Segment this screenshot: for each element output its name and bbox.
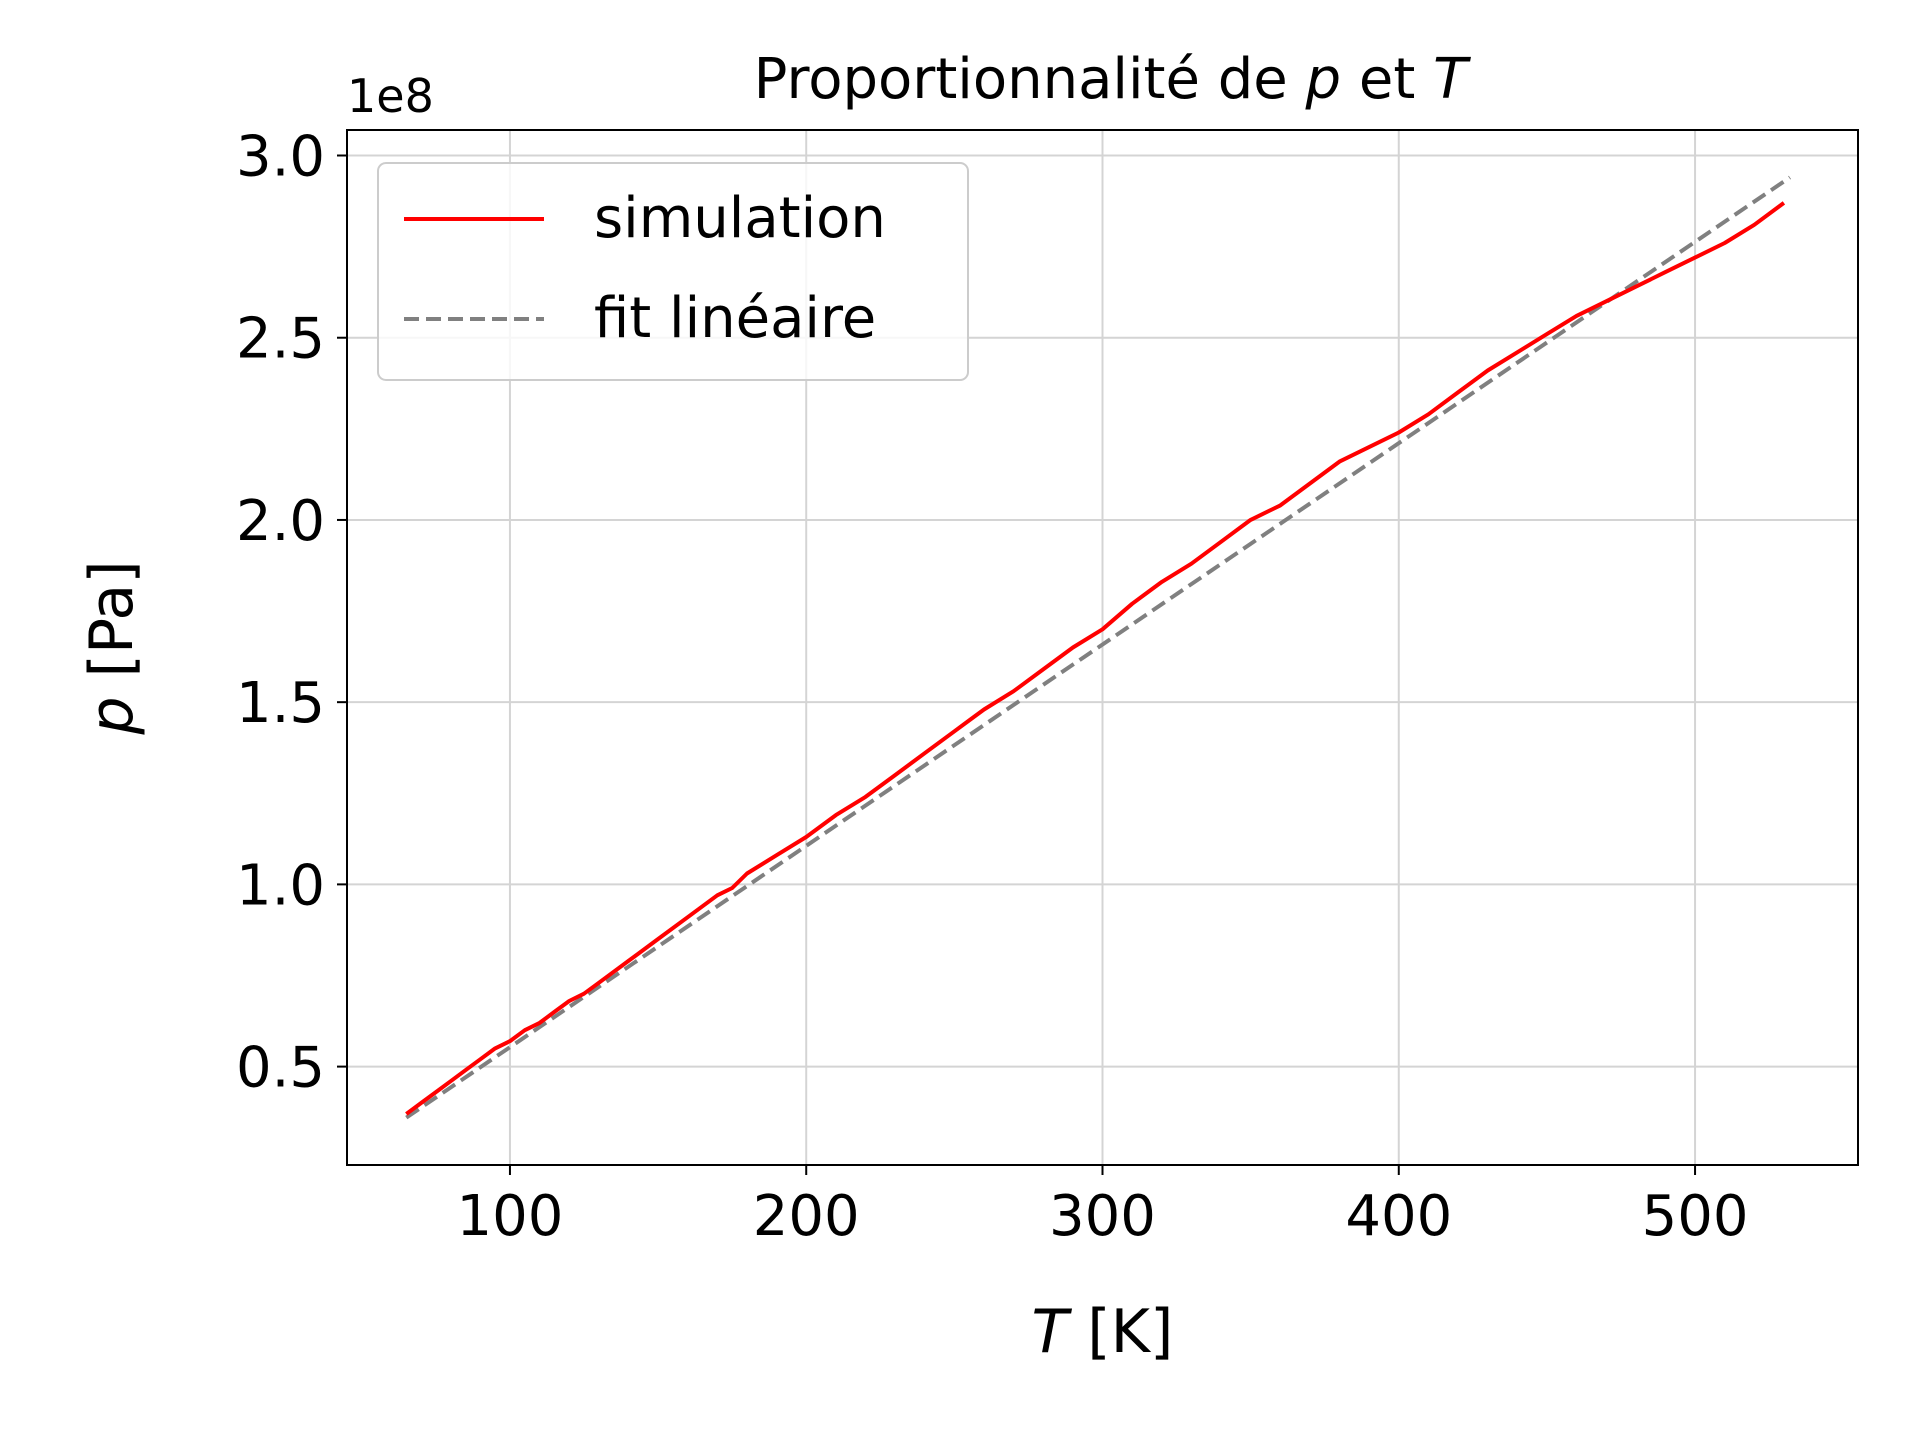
y-tick-label: 3.0 <box>236 125 325 190</box>
grid <box>347 130 1858 1165</box>
label-fragment: T <box>1433 47 1471 112</box>
x-tick-label: 500 <box>1642 1184 1749 1249</box>
label-fragment: et <box>1341 47 1433 112</box>
y-tick-label: 1.5 <box>236 671 325 736</box>
ticks: 100 200 300 400 500 0.5 1.0 1.5 2.0 2.5 3.0 <box>236 125 1749 1249</box>
label-fragment: [Pa] <box>77 560 147 696</box>
plot-lines <box>405 175 1792 1120</box>
x-tick-label: 300 <box>1049 1184 1156 1249</box>
label-fragment: p <box>77 697 147 736</box>
x-tick-label: 400 <box>1345 1184 1452 1249</box>
legend: simulation fit linéaire <box>377 162 969 381</box>
label-fragment: [K] <box>1068 1297 1173 1367</box>
y-tick-label: 2.5 <box>236 307 325 372</box>
label-fragment: T <box>1032 1297 1073 1367</box>
label-fragment: Proportionnalité de <box>754 47 1306 112</box>
y-tick-label: 2.0 <box>236 489 325 554</box>
chart-title: Proportionnalité de p et T <box>754 47 1471 112</box>
label-fragment: p <box>1305 47 1342 112</box>
y-tick-label: 0.5 <box>236 1036 325 1101</box>
series-line-fit <box>405 175 1792 1120</box>
y-axis-label: p [Pa] <box>77 560 147 735</box>
x-tick-label: 100 <box>457 1184 564 1249</box>
y-tick-label: 1.0 <box>236 853 325 918</box>
x-axis-label: T [K] <box>1032 1297 1174 1367</box>
series-line-simulation <box>405 201 1786 1116</box>
legend-label: fit linéaire <box>594 286 876 351</box>
x-tick-label: 200 <box>753 1184 860 1249</box>
legend-label: simulation <box>594 186 886 251</box>
y-offset-text: 1e8 <box>347 69 434 123</box>
